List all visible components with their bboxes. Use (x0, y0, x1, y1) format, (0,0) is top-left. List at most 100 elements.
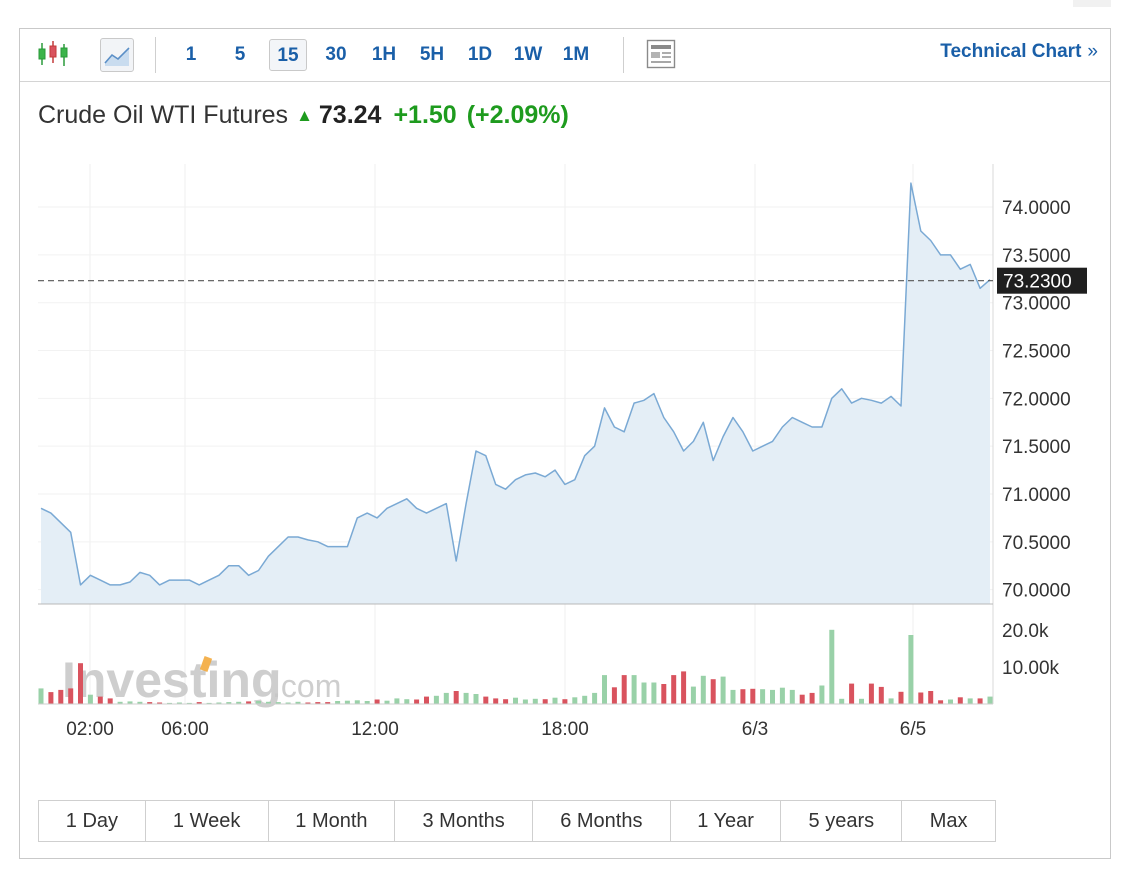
watermark-accent (199, 656, 213, 672)
last-price-label: 73.2300 (1003, 272, 1072, 293)
volume-bar (750, 688, 756, 704)
volume-bar (206, 702, 212, 704)
arrow-up-icon: ▲ (296, 106, 313, 125)
volume-bar (305, 702, 311, 704)
news-panel-icon[interactable] (645, 38, 679, 72)
last-price: 73.24 (318, 101, 382, 129)
toolbar-divider (623, 37, 624, 73)
volume-bar (433, 695, 439, 704)
volume-bar (977, 698, 983, 704)
volume-bar (681, 671, 687, 704)
volume-bar (463, 692, 469, 704)
instrument-name: Crude Oil WTI Futures (38, 101, 289, 129)
volume-bar (671, 675, 677, 704)
volume-bar (493, 698, 499, 704)
range-max[interactable]: Max (929, 810, 968, 832)
volume-bar (552, 697, 558, 704)
price-chart[interactable]: 70.0000 70.5000 71.0000 71.5000 72.0000 72.50… (20, 29, 1110, 799)
interval-1d[interactable]: 1D (467, 44, 493, 65)
last-price-badge: 73.2300 (997, 267, 1087, 294)
volume-bar (137, 701, 143, 704)
interval-5h[interactable]: 5H (419, 44, 445, 65)
volume-bar (522, 699, 528, 704)
range-3-months[interactable]: 3 Months (395, 801, 533, 841)
volume-bar (868, 683, 874, 704)
volume-bar (908, 635, 914, 704)
volume-bar (275, 702, 281, 704)
volume-bar (48, 692, 54, 704)
range-6-months[interactable]: 6 Months (533, 801, 671, 841)
candlestick-chart-icon[interactable] (36, 38, 70, 72)
volume-bar (562, 699, 568, 704)
volume-bar (107, 698, 113, 704)
interval-1[interactable]: 1 (185, 44, 197, 65)
price-tick-label: 70.0000 (1002, 581, 1071, 602)
interval-1m[interactable]: 1M (562, 44, 590, 65)
volume-bar (256, 701, 261, 704)
range-5-years[interactable]: 5 years (781, 801, 903, 841)
volume-bar (809, 692, 815, 704)
volume-bar (295, 701, 301, 704)
volume-bar (740, 689, 746, 704)
range-1-day[interactable]: 1 Day (39, 801, 146, 841)
interval-1h[interactable]: 1H (371, 44, 397, 65)
chevron-right-icon: » (1087, 41, 1098, 62)
volume-bar (453, 691, 459, 704)
technical-chart-link[interactable]: Technical Chart» (940, 41, 1098, 63)
volume-bar (354, 700, 360, 704)
volume-bar (592, 692, 598, 704)
toolbar-divider (155, 37, 156, 73)
volume-bar (147, 702, 153, 704)
volume-bar (651, 682, 657, 704)
volume-bar (700, 675, 706, 704)
volume-bar (730, 689, 736, 704)
range-1-month[interactable]: 1 Month (269, 801, 396, 841)
volume-bar (443, 692, 449, 704)
volume-bar (839, 698, 845, 704)
volume-bar (216, 702, 222, 704)
volume-bar (542, 699, 548, 704)
volume-bar (87, 694, 93, 704)
volume-bar (315, 702, 321, 704)
volume-bar (641, 682, 647, 704)
volume-bar (760, 689, 766, 704)
volume-bar (878, 686, 884, 704)
volume-bar (38, 688, 44, 704)
range-selector: 1 Day 1 Week 1 Month 3 Months 6 Months 1… (38, 800, 996, 842)
price-tick-label: 73.0000 (1002, 294, 1071, 315)
price-line (40, 182, 991, 586)
volume-bar (68, 688, 74, 704)
volume-bar (513, 697, 518, 704)
volume-bar (967, 698, 973, 704)
volume-bar (928, 691, 934, 704)
volume-bar (157, 702, 163, 704)
volume-bar (246, 701, 252, 704)
time-tick-label: 06:00 (161, 719, 209, 740)
volume-bar (58, 689, 64, 704)
area-chart-icon[interactable] (100, 38, 134, 72)
interval-1w[interactable]: 1W (513, 44, 543, 65)
quote-header: Crude Oil WTI Futures ▲ 73.24 +1.50 (+2.09%) (38, 101, 569, 130)
volume-bar (572, 697, 578, 704)
last-price-badge-bg (997, 267, 1087, 294)
volume-bar (186, 702, 192, 704)
range-1-year[interactable]: 1 Year (671, 801, 782, 841)
technical-chart-label: Technical Chart (940, 41, 1082, 62)
volume-bar (335, 701, 341, 704)
volume-bar (325, 702, 331, 704)
interval-15[interactable]: 15 (269, 39, 307, 71)
interval-5[interactable]: 5 (234, 44, 246, 65)
volume-bar (414, 699, 420, 704)
price-tick-label: 72.0000 (1002, 389, 1071, 410)
volume-bar (690, 686, 696, 704)
volume-bar (473, 694, 479, 704)
volume-bar (987, 696, 993, 704)
interval-30[interactable]: 30 (325, 44, 347, 65)
volume-bar (957, 697, 963, 704)
volume-bar (226, 702, 232, 704)
range-1-week[interactable]: 1 Week (146, 801, 269, 841)
volume-bar (384, 700, 390, 704)
volume-bar (661, 684, 667, 704)
volume-bar (602, 675, 607, 704)
time-tick-label: 12:00 (351, 719, 399, 740)
